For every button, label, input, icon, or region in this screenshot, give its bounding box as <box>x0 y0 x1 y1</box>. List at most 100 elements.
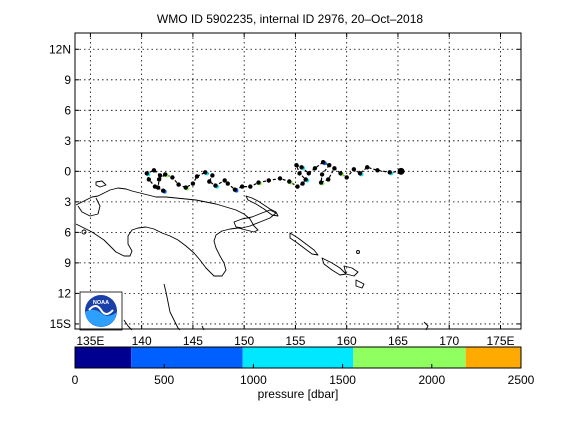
coastlines <box>75 180 429 331</box>
track-point <box>318 180 324 185</box>
track-point <box>287 179 292 184</box>
longitude-tick-label: 160 <box>337 334 357 348</box>
track-point <box>332 166 337 171</box>
colorbar-tick-label: 2000 <box>418 373 445 387</box>
colorbar-tick-label: 1000 <box>240 373 267 387</box>
latitude-tick-label: 6 <box>64 103 71 117</box>
colorbar-band <box>75 347 132 368</box>
longitude-tick-label: 170 <box>439 334 459 348</box>
track-point <box>203 170 208 175</box>
noaa-logo: NOAA <box>79 291 123 331</box>
colorbar-tick-label: 2500 <box>508 373 535 387</box>
map-title: WMO ID 5902235, internal ID 2976, 20–Oct… <box>157 12 423 26</box>
latitude-tick-label: 15S <box>50 317 71 331</box>
track-point <box>170 175 175 180</box>
longitude-tick-label: 165 <box>388 334 408 348</box>
map-panel: NOAA 135E 140 145 150 155 160 165 170 175E 12N 9 6… <box>49 32 522 348</box>
track-point <box>232 187 238 192</box>
track-point <box>387 170 392 175</box>
colorbar-label: pressure [dbar] <box>258 387 339 401</box>
colorbar-band <box>465 347 521 368</box>
coastline-new-guinea <box>75 187 259 277</box>
track-point <box>266 178 271 183</box>
track-point <box>213 183 218 188</box>
colorbar: 0 500 1000 1500 2000 2500 pressure [dbar] <box>72 346 535 401</box>
track-point <box>338 171 343 176</box>
float-track <box>144 159 405 194</box>
track-point <box>176 182 181 187</box>
track-point <box>300 181 305 186</box>
track-point <box>225 181 230 186</box>
colorbar-ticks: 0 500 1000 1500 2000 2500 <box>72 364 535 387</box>
track-point <box>248 184 253 189</box>
latitude-tick-label: 0 <box>64 164 71 178</box>
float-latest-position <box>397 167 405 175</box>
coastline-islet <box>81 229 87 235</box>
map-frame <box>74 32 522 330</box>
track-point <box>183 185 188 190</box>
colorbar-band <box>242 347 354 368</box>
coastline-solomons-east <box>343 265 359 277</box>
track-point <box>207 179 212 184</box>
gridlines <box>75 33 521 329</box>
colorbar-frame <box>74 346 522 369</box>
track-point <box>152 184 158 189</box>
colorbar-tick-label: 500 <box>154 373 174 387</box>
colorbar-tick-label: 0 <box>72 373 79 387</box>
track-point <box>156 177 162 182</box>
track-point <box>326 177 331 182</box>
track-point <box>194 174 200 179</box>
colorbar-band <box>353 347 466 368</box>
coastline-island-north <box>95 180 107 188</box>
track-point <box>375 168 380 173</box>
longitude-tick-label: 155 <box>285 334 305 348</box>
track-point <box>277 176 283 181</box>
longitude-labels: 135E 140 145 150 155 160 165 170 175E <box>76 334 514 348</box>
track-point <box>163 172 168 177</box>
longitude-tick-label: 150 <box>234 334 254 348</box>
track-point <box>160 188 166 193</box>
latitude-tick-label: 3 <box>64 134 71 148</box>
logo-text: NOAA <box>93 300 109 306</box>
track-point <box>294 163 299 168</box>
track-point <box>344 175 349 180</box>
track-point <box>295 184 300 189</box>
track-point <box>222 178 227 183</box>
coastline-solomons <box>321 257 347 276</box>
latitude-tick-label: 6 <box>64 225 71 239</box>
track-point <box>210 173 215 178</box>
track-point <box>144 171 149 176</box>
track-point <box>151 168 157 173</box>
longitude-tick-label: 145 <box>183 334 203 348</box>
track-point <box>256 180 261 185</box>
track-point <box>239 184 245 189</box>
track-point <box>320 159 326 165</box>
track-point <box>312 166 318 171</box>
coastline-islet-2 <box>356 250 360 254</box>
longitude-tick-label: 140 <box>132 334 152 348</box>
colorbar-band <box>131 347 243 368</box>
track-point <box>299 165 304 170</box>
track-point <box>327 163 332 168</box>
coastline-solomons-south <box>355 279 365 289</box>
track-point <box>365 165 370 170</box>
latitude-tick-label: 3 <box>64 195 71 209</box>
coastline-cenderawasih <box>77 197 101 217</box>
latitude-tick-label: 12 <box>58 286 72 300</box>
longitude-tick-label: 175E <box>486 334 514 348</box>
track-point <box>157 173 163 178</box>
coastline-bougainville <box>289 232 319 256</box>
logo-bird <box>88 305 114 315</box>
longitude-tick-label: 135E <box>76 334 104 348</box>
track-point <box>297 171 302 176</box>
latitude-labels: 12N 9 6 3 0 3 6 9 12 15S <box>49 42 71 331</box>
coastline-new-ireland <box>245 195 279 217</box>
coastline-cape-york <box>163 283 181 331</box>
track-point <box>351 167 357 172</box>
track-point <box>190 181 196 186</box>
latitude-tick-label: 9 <box>64 256 71 270</box>
logo-wave <box>85 309 117 327</box>
track-point <box>306 171 311 176</box>
colorbar-tick-label: 1500 <box>329 373 356 387</box>
track-point <box>319 172 325 177</box>
